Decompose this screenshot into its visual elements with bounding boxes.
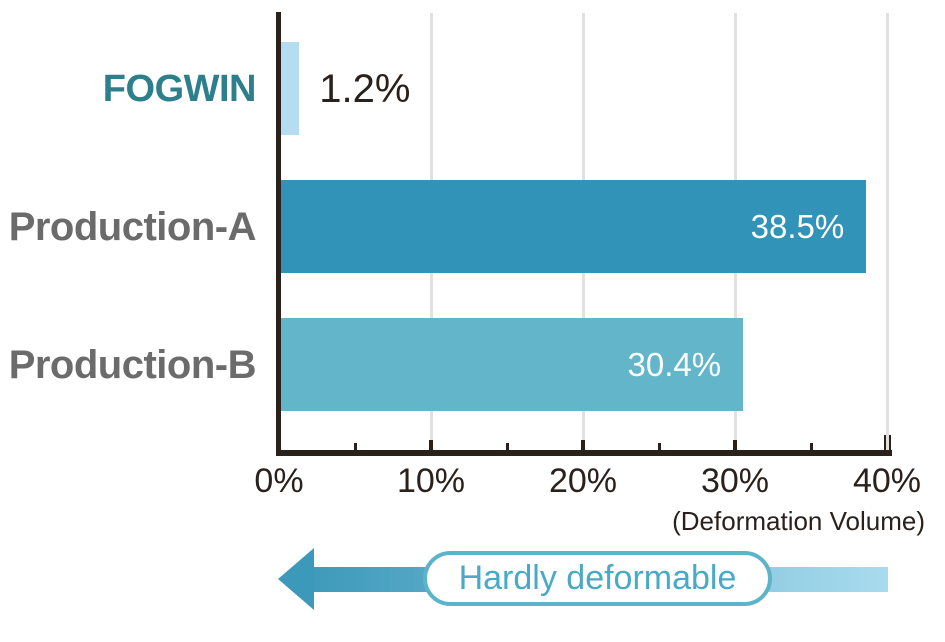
x-tick-label-40pct: 40% [852,462,922,500]
x-axis-caption: (Deformation Volume) [672,506,925,536]
x-tick-label-10pct: 10% [396,462,466,500]
major-tick-20pct [581,440,585,450]
x-tick-label-20pct: 20% [548,462,618,500]
left-arrow-icon [278,548,314,610]
y-axis-line [276,12,281,456]
bar-production-b [281,318,744,411]
hardly-deformable-label: Hardly deformable [458,559,737,597]
bar-fogwin [281,42,300,135]
category-label-production-a: Production-A [8,204,257,249]
value-label-production-b: 30.4% [627,345,722,383]
minor-tick-15pct [505,443,509,450]
major-tick-10pct [429,440,433,450]
minor-tick-35pct [809,443,813,450]
minor-tick-5pct [353,443,357,450]
category-label-fogwin: FOGWIN [102,67,257,110]
hardly-deformable-pill: Hardly deformable [423,551,772,606]
value-label-fogwin: 1.2% [319,66,411,111]
x-tick-label-0pct: 0% [254,462,304,500]
bar-production-a [281,180,867,273]
x-axis-line [276,450,892,456]
major-tick-30pct [733,440,737,450]
gridline-40pct [885,13,889,450]
minor-tick-25pct [657,443,661,450]
hardly-deformable-banner: Hardly deformable [0,540,945,630]
value-label-production-a: 38.5% [750,207,845,245]
category-label-production-b: Production-B [8,342,257,387]
x-tick-label-30pct: 30% [700,462,770,500]
